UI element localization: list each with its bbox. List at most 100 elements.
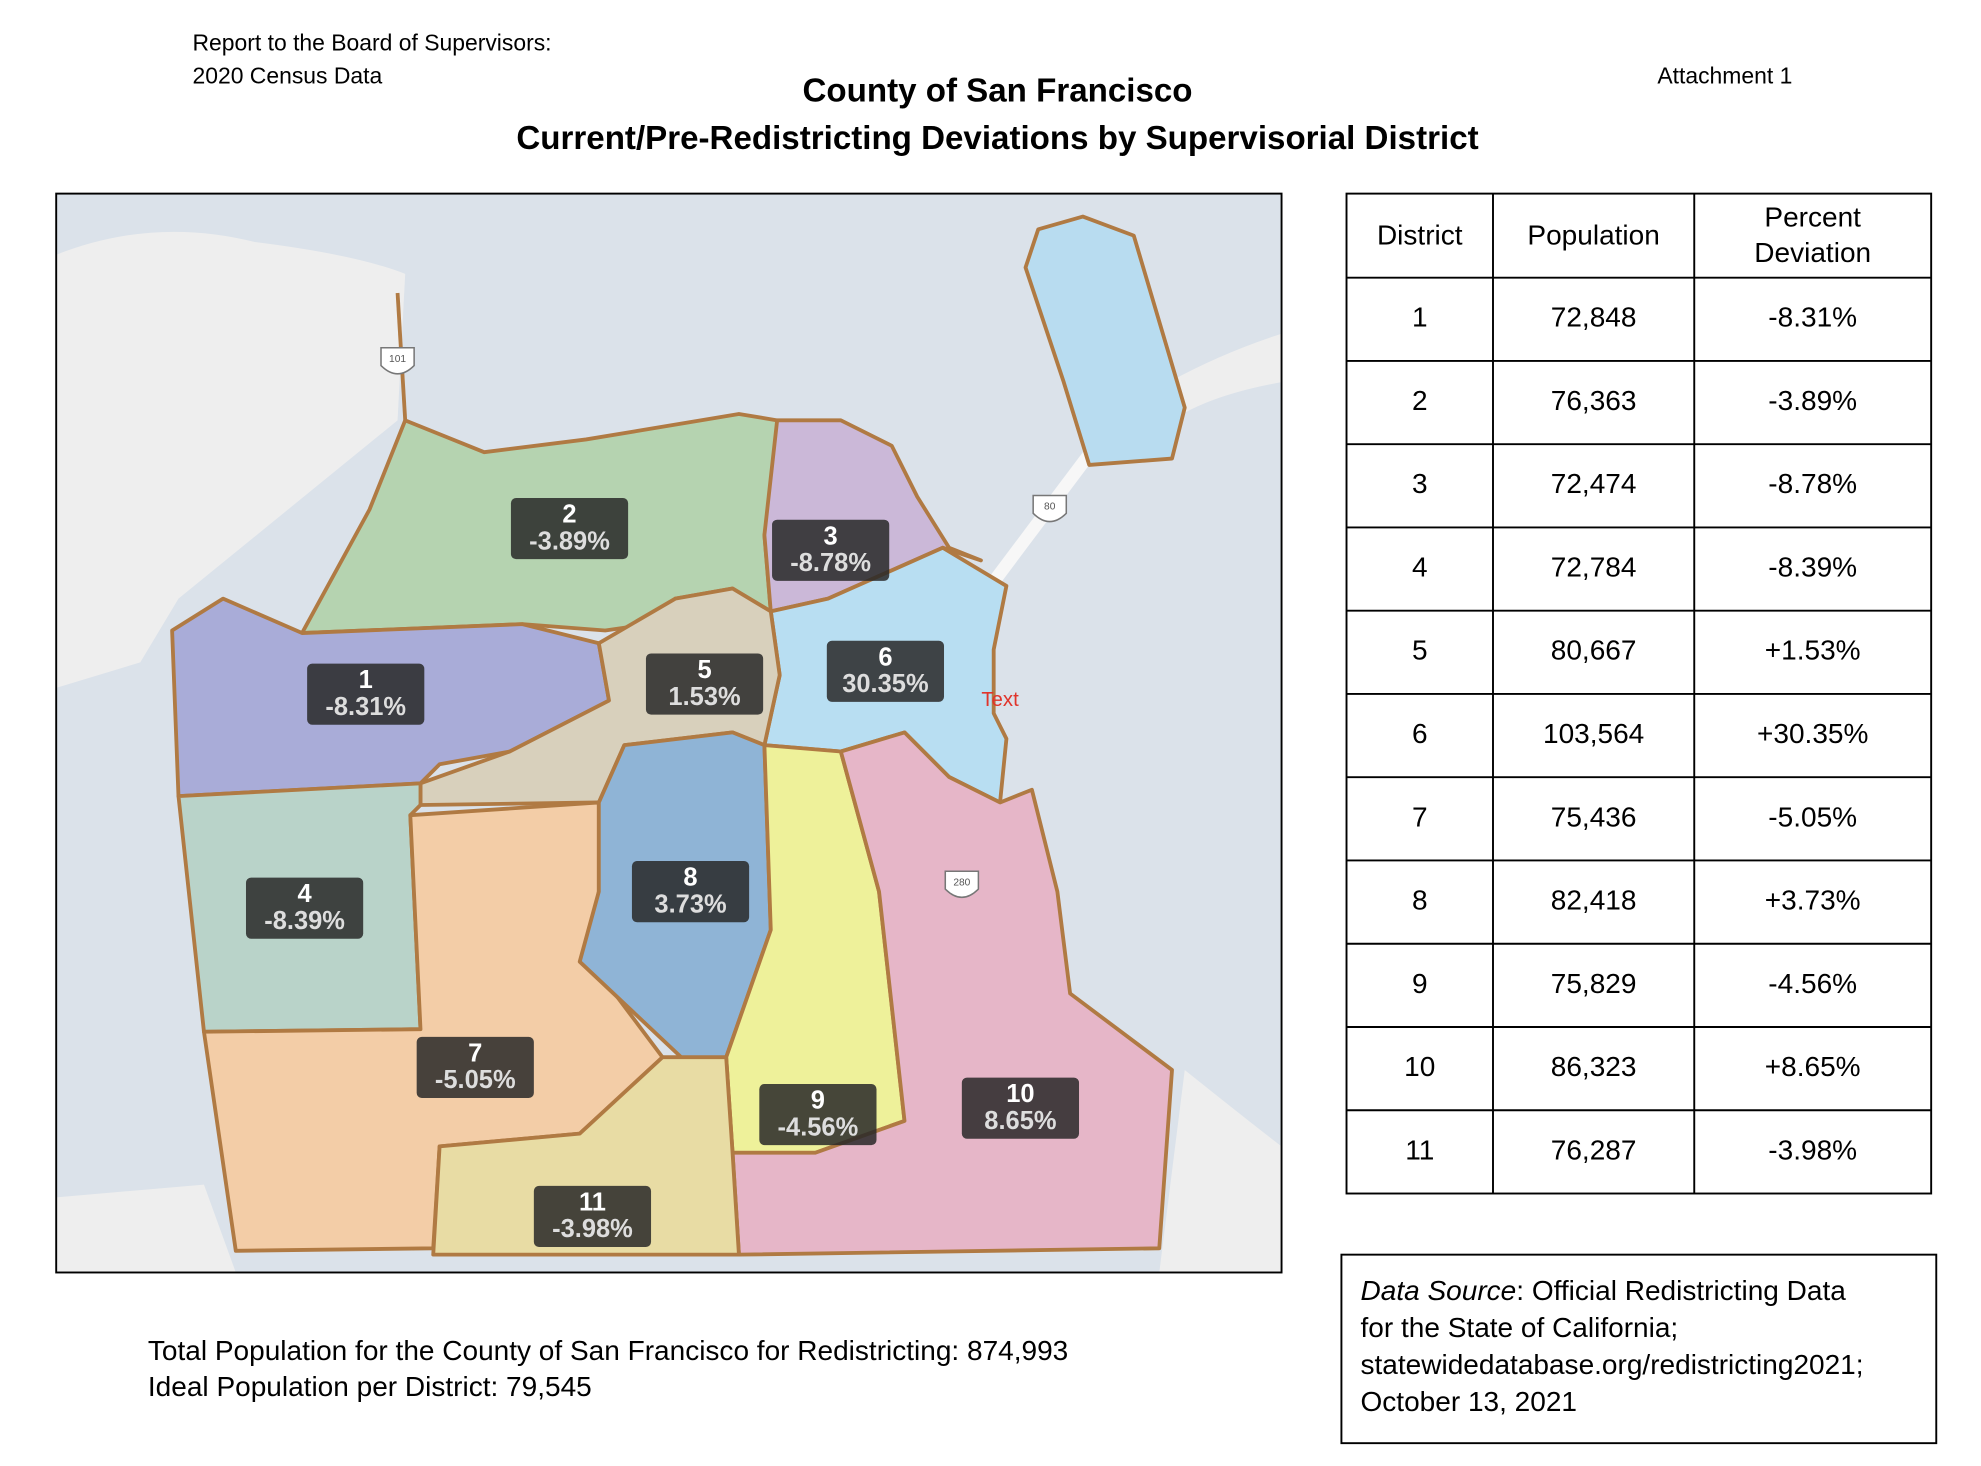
source-line: for the State of California;	[1361, 1312, 1679, 1343]
district-label-box	[510, 498, 629, 560]
district-number: 1	[359, 666, 373, 694]
highway-number: 101	[389, 354, 406, 365]
source-box	[1340, 1253, 1938, 1445]
table-header: Deviation	[1754, 237, 1871, 268]
table-cell: 76,363	[1551, 385, 1637, 416]
highway-number: 80	[1044, 502, 1056, 513]
district-deviation: 3.73%	[654, 890, 726, 918]
table-cell: +8.65%	[1765, 1051, 1861, 1082]
bridge	[975, 441, 1101, 603]
table-cell: 72,474	[1551, 468, 1637, 499]
table-cell: 72,784	[1551, 551, 1637, 582]
table-cell: 8	[1412, 885, 1428, 916]
table-cell: 72,848	[1551, 302, 1637, 333]
table-cell: -8.78%	[1768, 468, 1857, 499]
table-cell: -3.89%	[1768, 385, 1857, 416]
district-label-box	[307, 663, 425, 725]
attachment: Attachment 1	[1657, 63, 1792, 89]
source-line: statewidedatabase.org/redistricting2021;	[1361, 1349, 1864, 1380]
district-deviation: 30.35%	[842, 670, 928, 698]
table-cell: 3	[1412, 468, 1428, 499]
district-label-box	[533, 1185, 652, 1248]
highway-number: 280	[953, 877, 970, 888]
source-line: Data Source: Official Redistricting Data	[1361, 1275, 1847, 1306]
footer-line: Total Population for the County of San F…	[148, 1335, 1068, 1366]
district-label-box	[759, 1083, 877, 1146]
table-cell: 1	[1412, 302, 1428, 333]
table-cell: -8.39%	[1768, 551, 1857, 582]
district-label-box	[961, 1077, 1080, 1139]
district-number: 3	[824, 522, 838, 550]
district-label-box	[245, 877, 364, 939]
district-number: 5	[697, 656, 711, 684]
table-cell: 4	[1412, 551, 1428, 582]
district-deviation: -3.89%	[529, 527, 610, 555]
source-line: October 13, 2021	[1361, 1386, 1578, 1417]
district-label-box	[631, 861, 750, 923]
table-cell: 80,667	[1551, 635, 1637, 666]
table-header: Percent	[1764, 201, 1861, 232]
highway-shield	[380, 346, 415, 375]
map-frame	[55, 192, 1283, 1274]
district-deviation: -8.31%	[325, 693, 406, 721]
table-cell: 11	[1405, 1134, 1434, 1165]
table-cell: 82,418	[1551, 885, 1637, 916]
report-line: 2020 Census Data	[192, 63, 382, 89]
table-cell: 7	[1412, 801, 1428, 832]
table-cell: -3.98%	[1768, 1134, 1857, 1165]
district-deviation: -8.39%	[264, 907, 345, 935]
district-deviation: -8.78%	[790, 549, 871, 577]
highway-shield	[944, 870, 980, 899]
map	[55, 192, 1283, 1274]
district-label-box	[826, 640, 945, 702]
district-number: 4	[297, 880, 312, 908]
district-number: 6	[878, 643, 892, 671]
district-deviation: 8.65%	[984, 1107, 1056, 1135]
table-cell: 103,564	[1543, 718, 1644, 749]
district-number: 2	[562, 501, 576, 529]
district-number: 10	[1006, 1080, 1034, 1108]
table-cell: 10	[1404, 1051, 1435, 1082]
table-cell: 2	[1412, 385, 1428, 416]
table-cell: -8.31%	[1768, 302, 1857, 333]
district-label-box	[772, 519, 890, 581]
table-cell: +30.35%	[1757, 718, 1868, 749]
map-land	[56, 1069, 1282, 1273]
district-deviation: -4.56%	[778, 1113, 859, 1141]
stray-label: Text	[981, 689, 1019, 711]
table-cell: 6	[1412, 718, 1428, 749]
table-cell: -5.05%	[1768, 801, 1857, 832]
table-cell: 9	[1412, 968, 1428, 999]
table-header: Population	[1527, 219, 1659, 250]
report-line: Report to the Board of Supervisors:	[192, 30, 551, 56]
title: Current/Pre-Redistricting Deviations by …	[516, 120, 1478, 157]
district-label-box	[645, 653, 764, 715]
footer-line: Ideal Population per District: 79,545	[148, 1371, 592, 1402]
table-cell: 75,829	[1551, 968, 1637, 999]
source-text: : Official Redistricting Data	[1516, 1275, 1846, 1306]
island	[1023, 214, 1187, 467]
district-area	[431, 1055, 741, 1257]
district-number: 11	[579, 1188, 606, 1216]
table-cell: +3.73%	[1765, 885, 1861, 916]
table-cell: 5	[1412, 635, 1428, 666]
highway-shield	[1032, 494, 1068, 523]
district-deviation: 1.53%	[668, 683, 740, 711]
table-cell: -4.56%	[1768, 968, 1857, 999]
title: County of San Francisco	[802, 73, 1192, 110]
source-label: Data Source	[1361, 1275, 1517, 1306]
table-cell: +1.53%	[1765, 635, 1861, 666]
district-number: 7	[468, 1039, 482, 1067]
district-label-box	[416, 1036, 534, 1098]
map-land	[56, 231, 406, 688]
table-cell: 76,287	[1551, 1134, 1637, 1165]
table-cell: 75,436	[1551, 801, 1637, 832]
table-header: District	[1377, 219, 1463, 250]
table-cell: 86,323	[1551, 1051, 1637, 1082]
district-deviation: -5.05%	[435, 1066, 516, 1094]
district-deviation: -3.98%	[552, 1215, 633, 1243]
district-number: 8	[683, 864, 697, 892]
district-number: 9	[811, 1087, 825, 1115]
